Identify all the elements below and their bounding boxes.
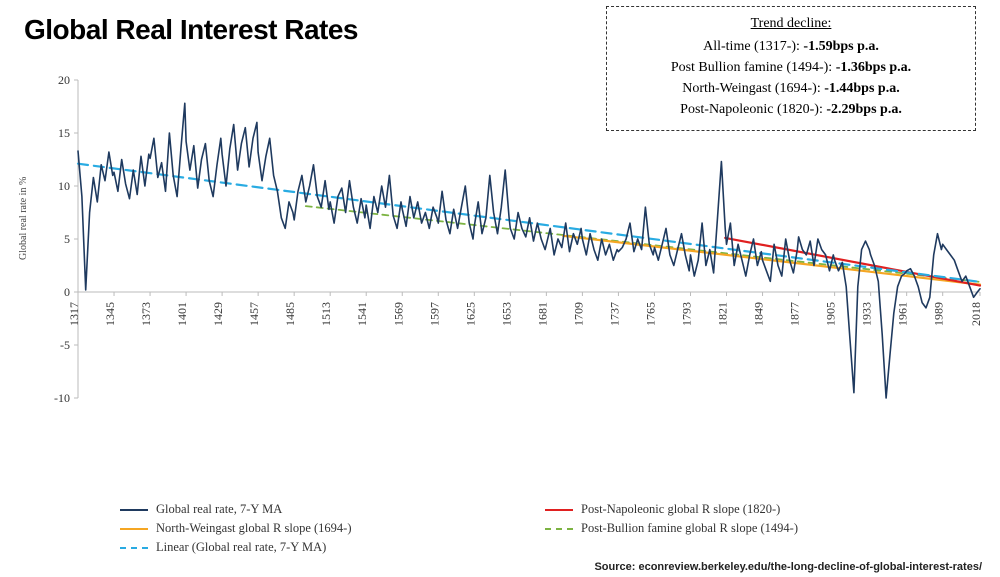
- svg-text:1793: 1793: [679, 302, 693, 326]
- legend-item: Global real rate, 7-Y MA: [120, 502, 515, 517]
- svg-text:1709: 1709: [571, 302, 585, 326]
- source-attribution: Source: econreview.berkeley.edu/the-long…: [594, 561, 982, 573]
- svg-text:0: 0: [64, 285, 70, 299]
- svg-text:1373: 1373: [139, 302, 153, 326]
- svg-text:1681: 1681: [535, 302, 549, 326]
- legend-swatch: [545, 528, 573, 530]
- svg-text:1765: 1765: [643, 302, 657, 326]
- chart-title: Global Real Interest Rates: [24, 14, 358, 46]
- legend-swatch: [120, 509, 148, 511]
- svg-text:15: 15: [58, 126, 70, 140]
- trend-row: All-time (1317-): -1.59bps p.a.: [625, 36, 957, 57]
- svg-text:1625: 1625: [463, 302, 477, 326]
- legend-label: Linear (Global real rate, 7-Y MA): [156, 540, 326, 555]
- svg-text:1429: 1429: [211, 302, 225, 326]
- chart-svg: -10 -5 0 5 10 15 20 1317 1345 1373 1401 1429 1457 148…: [0, 60, 1000, 500]
- svg-text:1485: 1485: [283, 302, 297, 326]
- trend-heading: Trend decline:: [625, 13, 957, 34]
- legend-item: North-Weingast global R slope (1694-): [120, 521, 515, 536]
- svg-text:1597: 1597: [427, 302, 441, 326]
- svg-text:1541: 1541: [355, 302, 369, 326]
- svg-text:1457: 1457: [247, 302, 261, 326]
- legend-item: Post-Napoleonic global R slope (1820-): [545, 502, 940, 517]
- svg-text:1401: 1401: [175, 302, 189, 326]
- svg-text:1933: 1933: [860, 302, 874, 326]
- legend-item: Linear (Global real rate, 7-Y MA): [120, 540, 515, 555]
- svg-text:1849: 1849: [752, 302, 766, 326]
- svg-text:20: 20: [58, 73, 70, 87]
- svg-text:1877: 1877: [788, 302, 802, 326]
- svg-text:-10: -10: [54, 391, 70, 405]
- legend-swatch: [120, 528, 148, 530]
- svg-text:1905: 1905: [824, 302, 838, 326]
- legend-item: Post-Bullion famine global R slope (1494…: [545, 521, 940, 536]
- legend-swatch: [545, 509, 573, 511]
- legend-label: Post-Bullion famine global R slope (1494…: [581, 521, 798, 536]
- svg-text:1961: 1961: [896, 302, 910, 326]
- svg-text:2018: 2018: [969, 302, 983, 326]
- svg-text:1345: 1345: [103, 302, 117, 326]
- svg-text:5: 5: [64, 232, 70, 246]
- legend-swatch: [120, 547, 148, 549]
- svg-text:1989: 1989: [932, 302, 946, 326]
- legend: Global real rate, 7-Y MA Post-Napoleonic …: [120, 502, 940, 555]
- legend-label: Post-Napoleonic global R slope (1820-): [581, 502, 780, 517]
- svg-text:1317: 1317: [67, 302, 81, 326]
- svg-text:1737: 1737: [607, 302, 621, 326]
- legend-label: Global real rate, 7-Y MA: [156, 502, 282, 517]
- svg-text:1821: 1821: [716, 302, 730, 326]
- line-chart: Global real rate in % -10-50510152013171…: [0, 60, 1000, 500]
- svg-text:10: 10: [58, 179, 70, 193]
- svg-text:1513: 1513: [319, 302, 333, 326]
- svg-text:-5: -5: [60, 338, 70, 352]
- svg-text:1569: 1569: [391, 302, 405, 326]
- legend-label: North-Weingast global R slope (1694-): [156, 521, 351, 536]
- svg-text:1653: 1653: [499, 302, 513, 326]
